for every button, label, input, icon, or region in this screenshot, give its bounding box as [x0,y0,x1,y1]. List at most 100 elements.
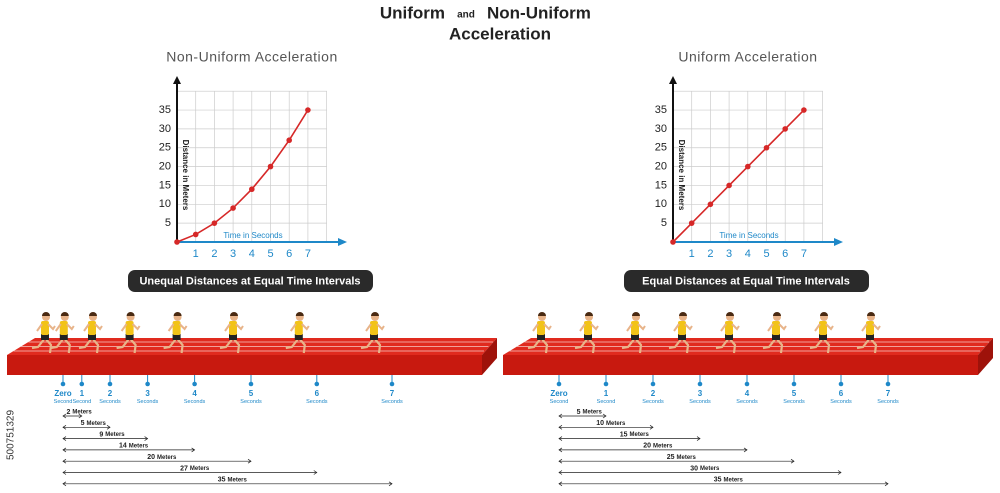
x-axis-arrow [338,238,347,246]
y-tick-label: 30 [655,123,667,135]
x-tick-label: 3 [230,248,236,260]
time-marker-dot [650,381,656,387]
y-tick-label: 35 [159,104,171,116]
y-axis-label: Distance in Meters [181,140,190,211]
time-marker-dot [556,381,562,387]
time-marker-dot [885,381,891,387]
time-marker-label: 4 [745,389,750,398]
x-axis-label: Time in Seconds [719,231,778,240]
runner-shorts [772,334,780,340]
time-marker-label: 7 [390,389,395,398]
track-side [482,338,497,375]
runner-arm [120,323,141,332]
y-tick-label: 15 [159,179,171,191]
runner-arm [167,323,188,332]
arrow-head [62,425,111,430]
y-tick-label: 25 [159,142,171,154]
data-point [286,137,293,144]
runner-shorts [584,334,592,340]
time-marker-unit: Seconds [689,399,711,405]
y-tick-label: 5 [165,217,171,229]
distance-value: 9 [99,431,103,438]
panel-title: Non-Uniform Acceleration [166,49,338,65]
data-point [249,186,255,193]
track-front [503,355,978,375]
distance-unit: Meters [129,443,149,449]
distance-unit: Meters [606,421,626,427]
time-marker-label: 7 [886,389,891,398]
data-line [672,109,805,243]
distance-unit: Meters [630,432,650,438]
runner-shorts [819,334,827,340]
runner-shirt [631,321,639,335]
runner [668,312,693,354]
runner-arm [720,323,740,332]
time-marker-label: 1 [604,389,609,398]
runner [31,312,56,354]
runner-hair [126,312,135,316]
y-axis-arrow [173,76,181,84]
runner-arm [673,323,693,332]
banner-box [128,270,373,292]
y-tick-label: 10 [159,198,171,210]
x-axis-arrow [834,238,843,246]
runner-hair [173,312,182,316]
runner [163,312,188,354]
y-tick-label: 15 [655,179,667,191]
runner-leg [116,337,137,354]
runner [219,312,244,354]
runner-leg [78,337,100,354]
runner-leg [762,337,784,354]
time-marker-label: 5 [249,389,254,398]
runner-hair [773,312,781,316]
time-marker-label: 1 [80,389,85,398]
time-marker-unit: Second [54,399,73,405]
distance-value: 14 [119,443,127,450]
runner [856,312,881,354]
time-marker-unit: Second [550,399,569,405]
time-marker-label: 2 [108,389,113,398]
runner-hair [371,312,379,316]
arrow-head [62,470,318,475]
x-tick-label: 6 [286,248,292,260]
distance-value: 27 [180,465,188,472]
runner-shirt [88,321,96,335]
runner-shorts [678,334,686,340]
track-front [7,355,482,375]
time-marker-label: 5 [792,389,797,398]
runner-leg [219,337,241,354]
runner-arm [861,323,881,332]
data-point [230,205,236,211]
runner [360,312,385,354]
time-marker-dot [60,381,66,387]
panel-title: Uniform Acceleration [678,49,817,65]
runner-hair [726,312,734,316]
runner [621,312,646,354]
runner [116,312,141,354]
time-marker-unit: Seconds [736,399,758,405]
runner-leg [621,337,643,354]
x-axis-label: Time in Seconds [223,231,282,240]
distance-unit: Meters [653,443,673,449]
data-point [745,163,751,170]
x-tick-label: 5 [763,248,769,260]
time-marker-dot [248,381,254,387]
runner-hair [60,312,69,316]
runner-leg [809,337,831,354]
x-tick-label: 6 [782,248,788,260]
distance-value: 2 [66,409,70,416]
runner-shirt [772,321,780,335]
runner-hair [679,312,687,316]
arrow-head [558,447,748,453]
time-marker-unit: Seconds [240,399,262,405]
runner-leg [527,337,549,354]
runner-hair [89,312,97,316]
runner-shorts [866,334,874,340]
data-point [211,220,218,226]
arrow-head [558,458,795,464]
arrow-head [558,425,654,430]
distance-unit: Meters [677,455,697,461]
x-tick-label: 5 [267,248,273,260]
time-marker-unit: Seconds [877,399,899,405]
time-marker-label: 4 [192,389,197,398]
